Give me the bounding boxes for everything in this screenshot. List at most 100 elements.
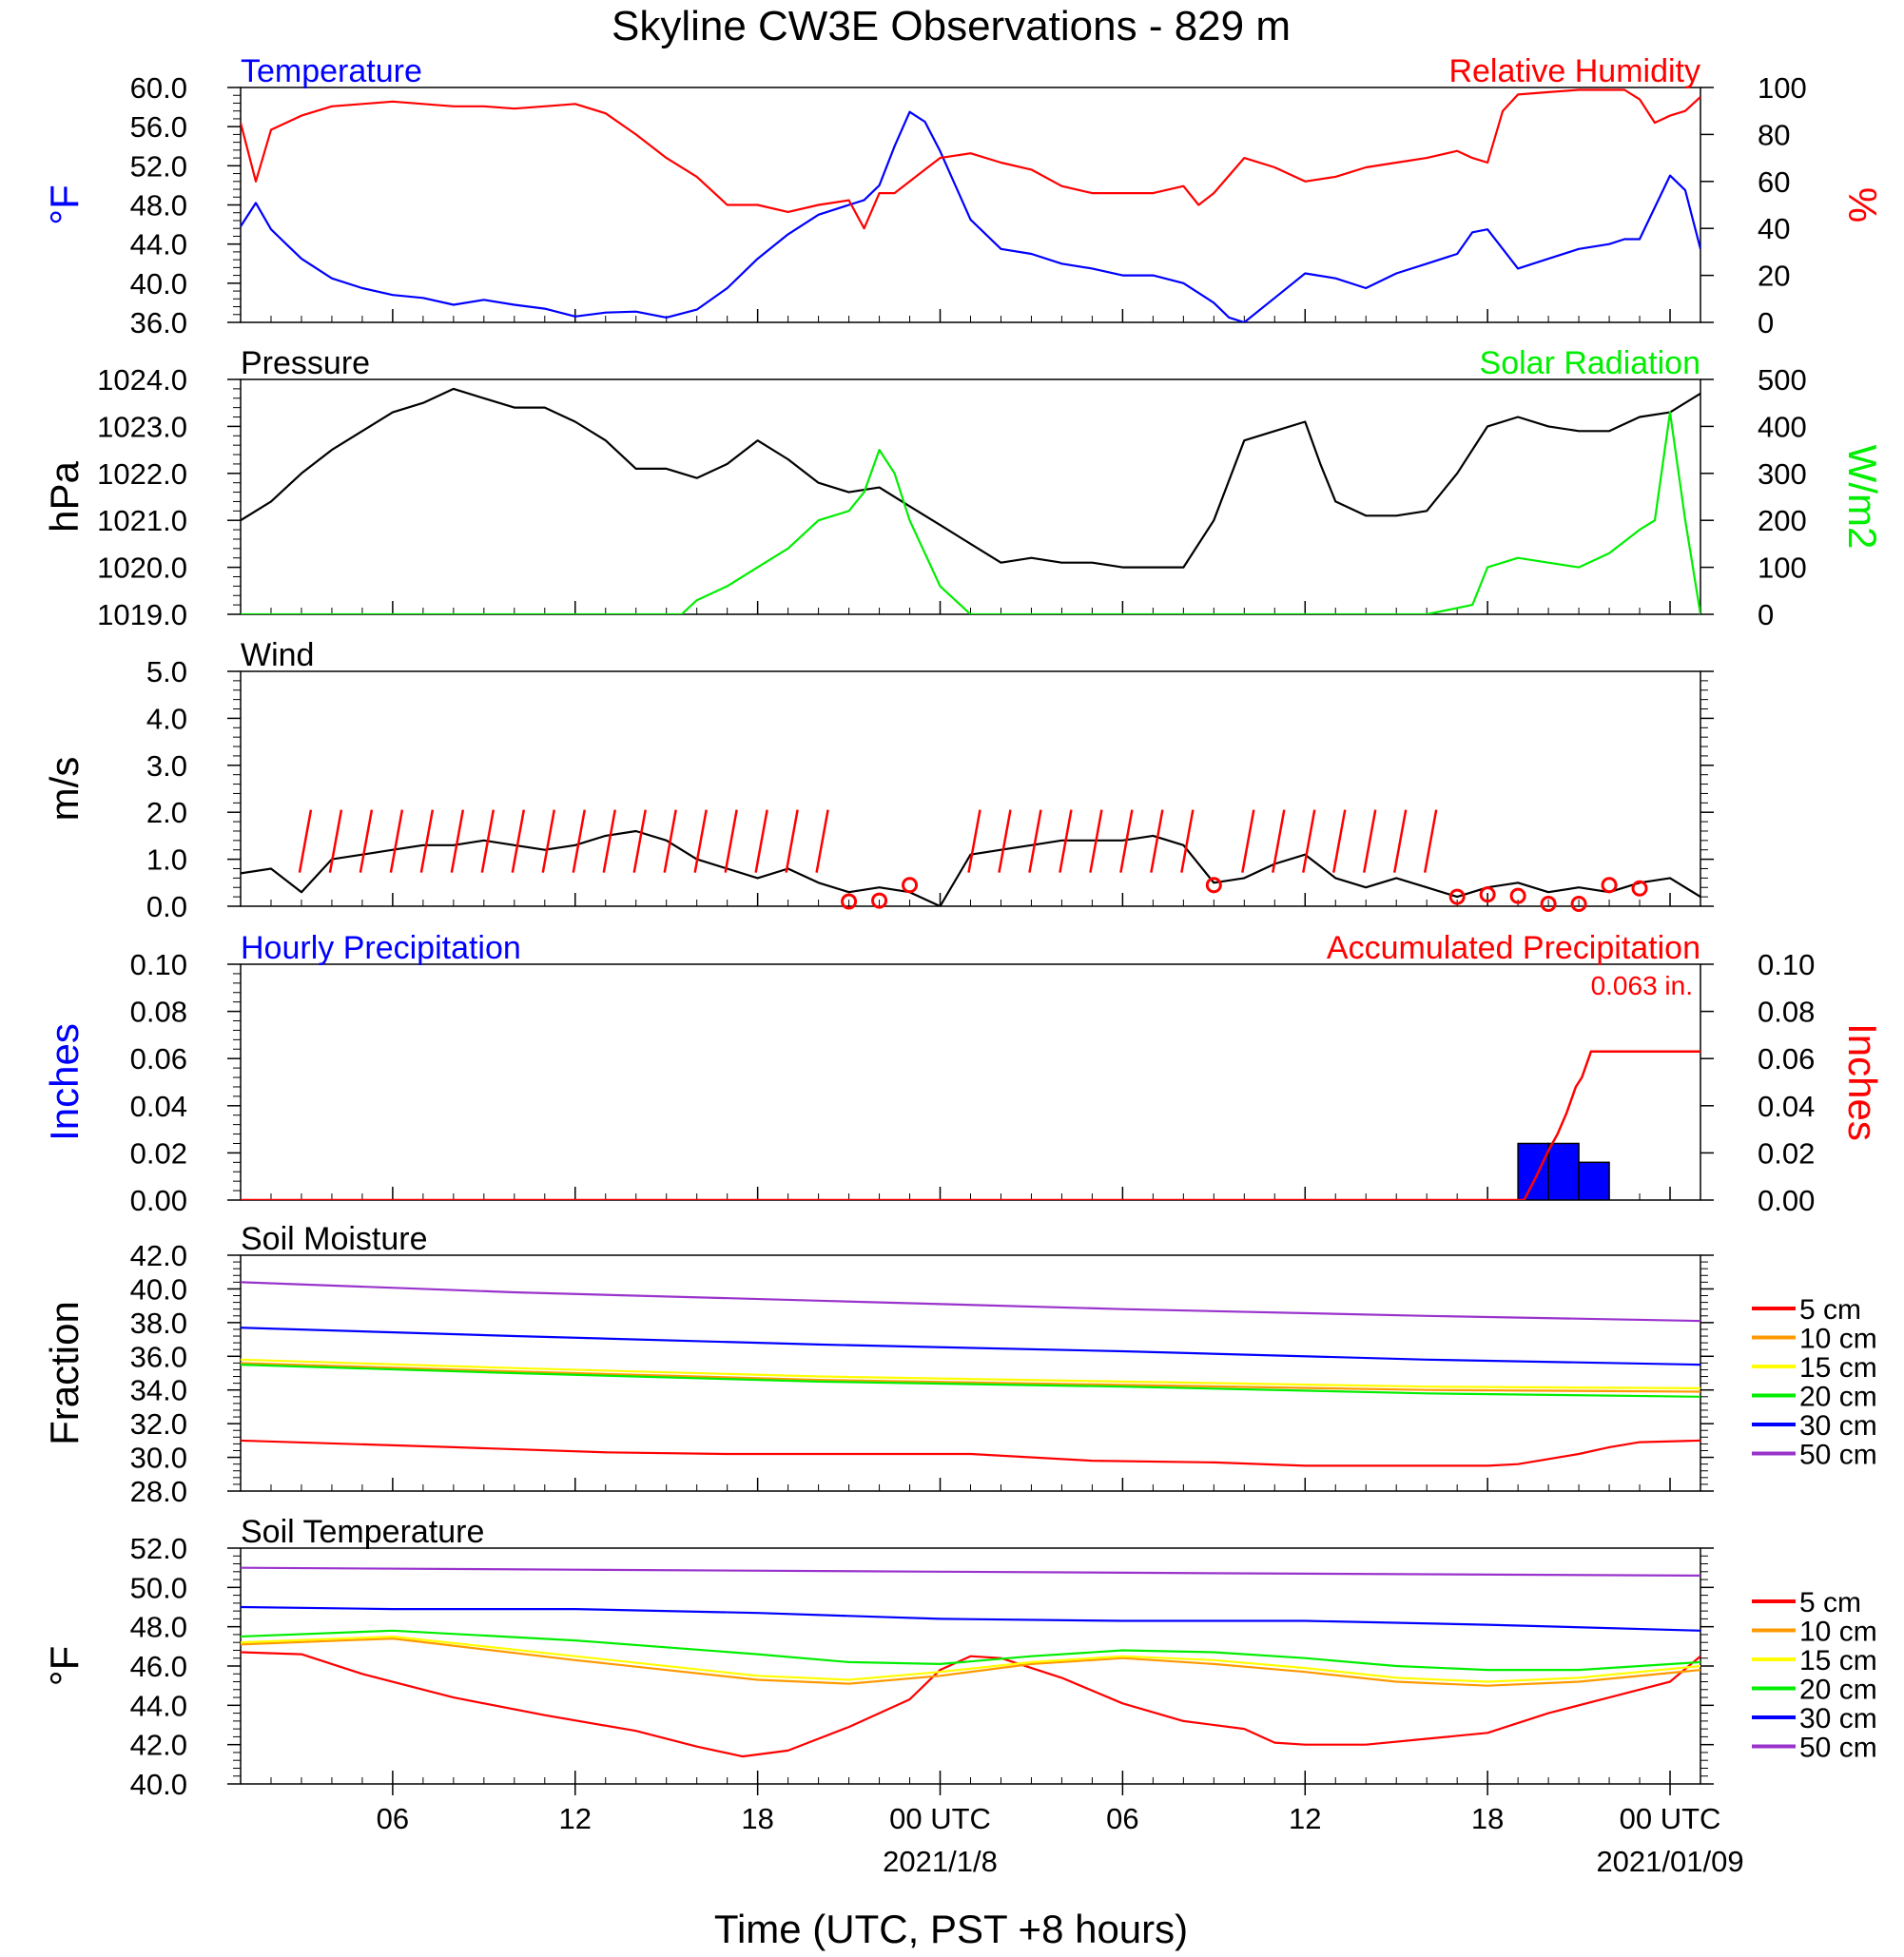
calm-marker: [841, 893, 858, 910]
calm-marker: [1479, 886, 1496, 903]
calm-marker: [871, 892, 888, 909]
y-tick-label-left: 48.0: [130, 1611, 187, 1644]
y-axis-title-left: hPa: [42, 460, 87, 532]
y-tick-label-right: 400: [1758, 410, 1807, 443]
series-solar-radiation: [241, 411, 1700, 614]
x-tick-label: 06: [377, 1802, 409, 1835]
y-axis-title-right: Inches: [1840, 1023, 1885, 1141]
series-5-cm: [241, 1439, 1700, 1467]
y-tick-label-left: 42.0: [130, 1729, 187, 1762]
wind-barb: [663, 809, 677, 873]
x-tick-label: 18: [741, 1802, 773, 1835]
y-tick-label-left: 40.0: [130, 267, 187, 300]
chart-title: Skyline CW3E Observations - 829 m: [612, 3, 1291, 49]
y-tick-label-left: 28.0: [130, 1475, 187, 1508]
x-tick-label: 18: [1471, 1802, 1504, 1835]
y-tick-label-left: 0.00: [130, 1184, 187, 1217]
wind-barb: [754, 809, 768, 873]
plot-area: [241, 1281, 1700, 1467]
y-tick-label-left: 52.0: [130, 149, 187, 183]
y-tick-label-left: 42.0: [130, 1239, 187, 1272]
y-axis-title-left: °F: [42, 1646, 87, 1686]
y-tick-label-right: 0: [1758, 598, 1774, 631]
y-tick-label-left: 1.0: [146, 843, 187, 877]
y-tick-label-left: 52.0: [130, 1532, 187, 1565]
calm-marker: [902, 877, 919, 894]
x-date-label: 2021/01/09: [1596, 1845, 1743, 1878]
wind-barb: [998, 809, 1012, 873]
wind-barb: [1119, 809, 1134, 873]
panel-pressure_solar: 1019.0 1020.0 1021.0 1022.0 1023.0 1024.0 0 100…: [42, 345, 1885, 631]
series-temperature: [241, 110, 1700, 322]
y-tick-label-left: 50.0: [130, 1571, 187, 1604]
wind-barb: [1180, 809, 1195, 873]
plot-area: [241, 88, 1700, 322]
panel-title-left: Soil Temperature: [241, 1514, 484, 1550]
y-axis-title-left: m/s: [42, 757, 87, 822]
series-15-cm: [241, 1358, 1700, 1389]
y-tick-label-right: 0: [1758, 306, 1774, 339]
panel-title-left: Pressure: [241, 345, 370, 381]
y-tick-label-right: 80: [1758, 118, 1790, 151]
y-tick-label-left: 0.08: [130, 996, 187, 1029]
wind-barb: [693, 809, 708, 873]
wind-barb: [602, 809, 616, 873]
plot-area: [241, 387, 1700, 614]
y-tick-label-left: 40.0: [130, 1768, 187, 1801]
y-tick-label-left: 56.0: [130, 110, 187, 144]
wind-barb: [541, 809, 556, 873]
y-axis-title-left: °F: [42, 184, 87, 224]
y-tick-label-left: 1019.0: [97, 598, 187, 631]
wind-barb: [967, 809, 981, 873]
y-tick-label-left: 5.0: [146, 655, 187, 688]
panels: 36.0 40.0 44.0 48.0 52.0 56.0 60.0 0 20 40 60 80 100…: [42, 53, 1885, 1801]
series-50-cm: [241, 1566, 1700, 1577]
series-30-cm: [241, 1327, 1700, 1366]
x-date-label: 2021/1/8: [883, 1845, 998, 1878]
wind-barb: [419, 809, 435, 873]
y-tick-label-left: 1021.0: [97, 504, 187, 537]
wind-barb: [1059, 809, 1073, 873]
plot-area: [241, 1566, 1700, 1758]
y-tick-label-left: 44.0: [130, 228, 187, 262]
calm-marker: [1448, 888, 1466, 905]
panel-precip: 0.00 0.02 0.04 0.06 0.08 0.10 0.00 0.02 0.04 0.06…: [42, 930, 1885, 1217]
wind-barb: [298, 809, 313, 873]
legend-label: 10 cm: [1799, 1324, 1877, 1355]
series-15-cm: [241, 1635, 1700, 1683]
plot-area: [241, 809, 1700, 906]
y-tick-label-right: 0.08: [1758, 996, 1815, 1029]
wind-barb: [1241, 809, 1255, 873]
panel-title-right: Relative Humidity: [1448, 53, 1700, 89]
y-tick-label-right: 20: [1758, 260, 1790, 293]
wind-barb: [480, 809, 495, 873]
wind-barb: [1332, 809, 1347, 873]
y-tick-label-left: 0.10: [130, 948, 187, 981]
y-tick-label-left: 36.0: [130, 1340, 187, 1373]
series-50-cm: [241, 1281, 1700, 1323]
x-tick-label: 00 UTC: [1620, 1802, 1721, 1835]
series-pressure: [241, 387, 1700, 569]
calm-marker: [1540, 896, 1557, 913]
panel-title-right: Accumulated Precipitation: [1327, 930, 1700, 966]
wind-barb: [1423, 809, 1438, 873]
y-tick-label-left: 0.06: [130, 1042, 187, 1075]
y-tick-label-right: 40: [1758, 212, 1790, 245]
wind-barb: [632, 809, 647, 873]
plot-area: [241, 1050, 1700, 1200]
series-30-cm: [241, 1605, 1700, 1632]
y-tick-label-left: 0.0: [146, 890, 187, 923]
y-tick-label-left: 44.0: [130, 1689, 187, 1722]
panel-soil_moisture: 28.030.032.034.036.038.040.042.0 Soil Moi…: [42, 1221, 1877, 1508]
panel-title-left: Wind: [241, 637, 314, 673]
x-tick-label: 12: [1289, 1802, 1321, 1835]
y-tick-label-right: 0.10: [1758, 948, 1815, 981]
y-tick-label-left: 30.0: [130, 1442, 187, 1475]
wind-barb: [815, 809, 829, 873]
wind-barb: [1272, 809, 1286, 873]
y-tick-label-right: 0.02: [1758, 1136, 1815, 1170]
wind-barb: [572, 809, 587, 873]
precip-total-annotation: 0.063 in.: [1591, 971, 1693, 1000]
series-20-cm: [241, 1629, 1700, 1672]
